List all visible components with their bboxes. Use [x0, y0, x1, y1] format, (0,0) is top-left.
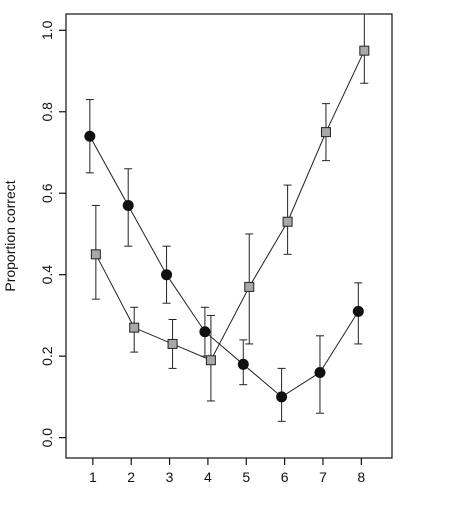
data-point — [84, 130, 96, 142]
x-tick-label: 2 — [127, 469, 135, 485]
series-line — [95, 50, 365, 361]
data-point — [161, 269, 173, 281]
data-point — [90, 249, 101, 260]
plot-frame — [65, 13, 393, 459]
x-tick-label: 4 — [204, 469, 212, 485]
series-layer — [84, 13, 370, 422]
data-point — [237, 358, 249, 370]
data-point — [359, 45, 370, 56]
y-tick-label: 0.8 — [39, 102, 55, 122]
data-point — [244, 281, 255, 292]
x-tick-label: 5 — [242, 469, 250, 485]
data-point — [320, 127, 331, 138]
x-tick-label: 6 — [281, 469, 289, 485]
y-tick-label: 0.2 — [39, 346, 55, 366]
data-point — [205, 355, 216, 366]
x-tick-label: 8 — [357, 469, 365, 485]
y-tick-label: 0.6 — [39, 183, 55, 203]
data-point — [282, 216, 293, 227]
x-tick-label: 7 — [319, 469, 327, 485]
y-tick-label: 1.0 — [39, 20, 55, 40]
series-line — [89, 135, 359, 398]
data-point — [352, 305, 364, 317]
data-point — [199, 326, 211, 338]
series-2 — [90, 13, 370, 402]
y-axis-title: Proportion correct — [2, 180, 18, 291]
y-axis: 0.0 0.2 0.4 0.6 0.8 1.0 — [39, 20, 66, 447]
data-point — [314, 366, 326, 378]
data-point — [129, 322, 140, 333]
series-1 — [84, 99, 364, 422]
x-axis: 1 2 3 4 5 6 7 8 — [89, 458, 365, 485]
y-tick-label: 0.0 — [39, 428, 55, 448]
x-tick-label: 1 — [89, 469, 97, 485]
data-point — [167, 338, 178, 349]
y-tick-label: 0.4 — [39, 265, 55, 285]
x-tick-label: 3 — [166, 469, 174, 485]
data-point — [122, 199, 134, 211]
data-point — [276, 391, 288, 403]
